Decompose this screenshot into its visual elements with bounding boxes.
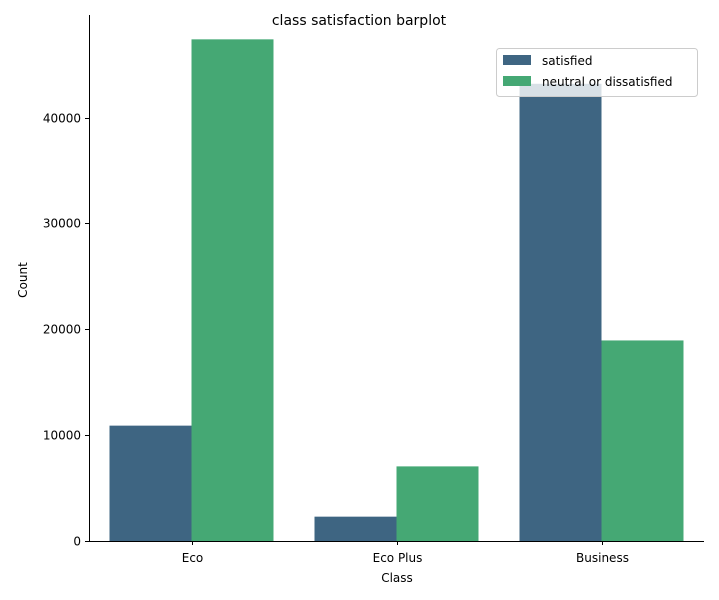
chart-title: class satisfaction barplot: [272, 13, 447, 29]
y-tick-label: 30000: [43, 217, 81, 231]
x-axis-label: Class: [381, 571, 413, 585]
y-tick-label: 40000: [43, 112, 81, 126]
bar-neutral-or-dissatisfied-eco-plus: [396, 466, 479, 541]
x-axis-ticks: Eco Eco Plus Business: [182, 541, 629, 565]
bar-satisfied-eco: [109, 425, 192, 541]
legend-box: [496, 48, 698, 97]
y-axis-label: Count: [16, 262, 30, 298]
x-tick-label: Eco Plus: [373, 551, 423, 565]
bar-neutral-or-dissatisfied-eco: [191, 39, 274, 542]
legend-swatch: [503, 55, 531, 65]
x-tick-label: Eco: [182, 551, 204, 565]
legend-label: neutral or dissatisfied: [542, 75, 672, 89]
bars-group: [109, 39, 684, 542]
bar-neutral-or-dissatisfied-business: [601, 340, 684, 541]
y-tick-label: 20000: [43, 323, 81, 337]
y-axis-ticks: 0 10000 20000 30000 40000: [43, 112, 89, 549]
x-tick-label: Business: [576, 551, 629, 565]
legend-swatch: [503, 76, 531, 86]
legend: satisfied neutral or dissatisfied: [496, 48, 698, 97]
y-tick-label: 10000: [43, 429, 81, 443]
bar-satisfied-eco-plus: [314, 516, 397, 541]
y-tick-label: 0: [73, 535, 81, 549]
bar-satisfied-business: [519, 83, 602, 541]
legend-label: satisfied: [542, 54, 592, 68]
